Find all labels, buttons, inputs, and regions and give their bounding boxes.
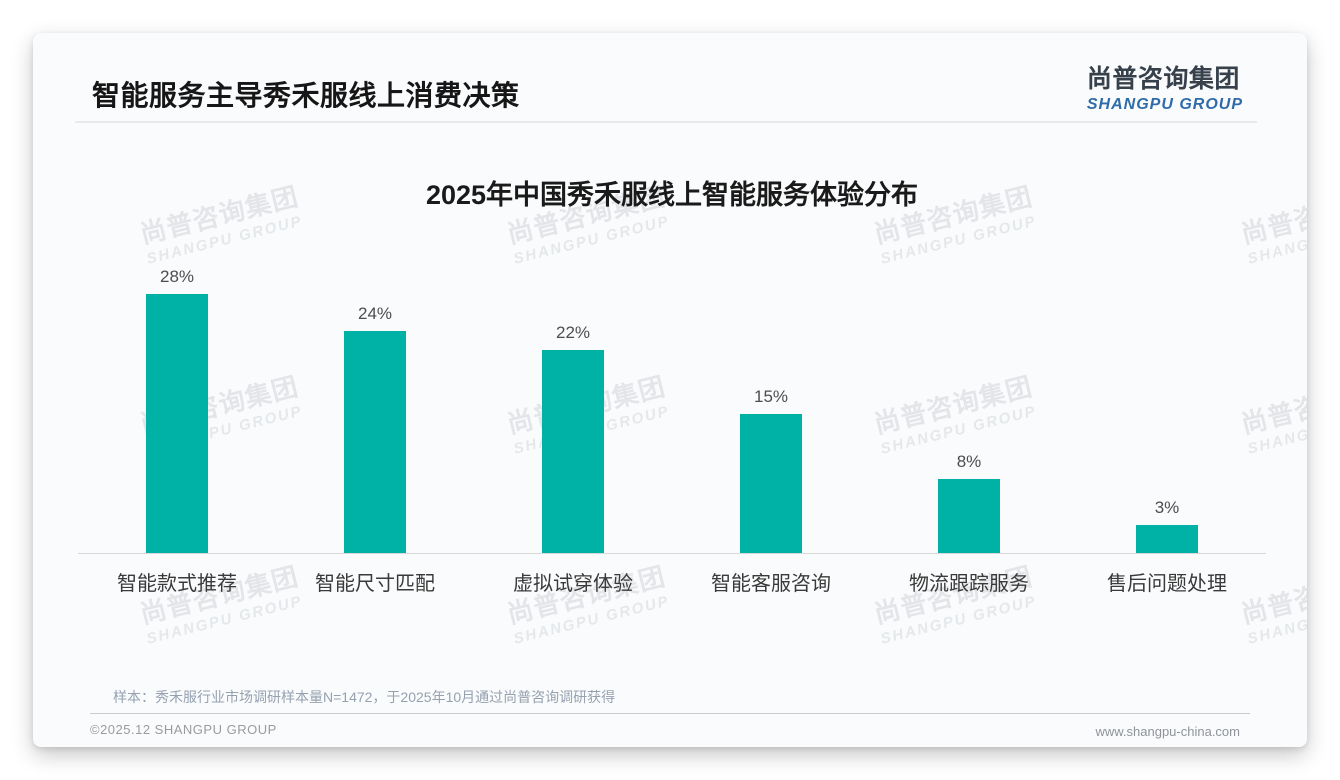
logo-english-text: SHANGPU GROUP: [1086, 96, 1243, 113]
footer-divider: [90, 713, 1250, 714]
page-title: 智能服务主导秀禾服线上消费决策: [92, 80, 520, 111]
bar-value-label: 8%: [956, 452, 982, 471]
chart-title: 2025年中国秀禾服线上智能服务体验分布: [425, 180, 919, 210]
x-axis-category-label: 物流跟踪服务: [909, 573, 1029, 595]
bar: [146, 294, 208, 553]
bar-value-label: 3%: [1154, 498, 1180, 518]
x-axis-category-label: 智能尺寸匹配: [315, 573, 435, 595]
bar: [344, 331, 406, 553]
bar-group: 24%: [276, 254, 474, 553]
sample-source-note: 样本：秀禾服行业市场调研样本量N=1472，于2025年10月通过尚普咨询调研获…: [113, 689, 616, 705]
bar-value-label: 22%: [555, 322, 591, 342]
bar-value-label: 15%: [753, 387, 789, 407]
bar-value-label: 24%: [357, 304, 393, 323]
x-axis-labels: 智能款式推荐 智能尺寸匹配 虚拟试穿体验 智能客服咨询 物流跟踪服务 售后问题处理: [78, 567, 1266, 596]
bar-plot: 28% 24% 22% 15% 8% 3%: [78, 254, 1266, 554]
bar: [740, 414, 802, 553]
bar-group: 28%: [78, 254, 276, 553]
x-axis-category-label: 售后问题处理: [1107, 573, 1227, 595]
bar-group: 8%: [870, 254, 1068, 553]
copyright-text: ©2025.12 SHANGPU GROUP: [90, 722, 277, 737]
bar-group: 3%: [1068, 254, 1266, 553]
x-axis-category-label: 虚拟试穿体验: [513, 573, 633, 595]
bar-group: 15%: [672, 254, 870, 553]
bar: [1136, 525, 1198, 553]
bar: [542, 349, 604, 553]
logo-chinese-text: 尚普咨询集团: [1086, 65, 1240, 93]
bar: [938, 479, 1000, 553]
shangpu-logo: 尚普咨询集团 SHANGPU GROUP: [1087, 59, 1243, 114]
website-url: www.shangpu-china.com: [1095, 724, 1240, 739]
x-axis-category-label: 智能客服咨询: [711, 573, 831, 595]
slide-card: 尚普咨询集团 SHANGPU GROUP 尚普咨询集团 SHANGPU GROUP 尚普…: [33, 33, 1307, 747]
x-axis-category-label: 智能款式推荐: [117, 573, 237, 595]
bar-value-label: 28%: [159, 267, 195, 286]
header-divider: [75, 121, 1257, 123]
bar-group: 22%: [474, 254, 672, 553]
